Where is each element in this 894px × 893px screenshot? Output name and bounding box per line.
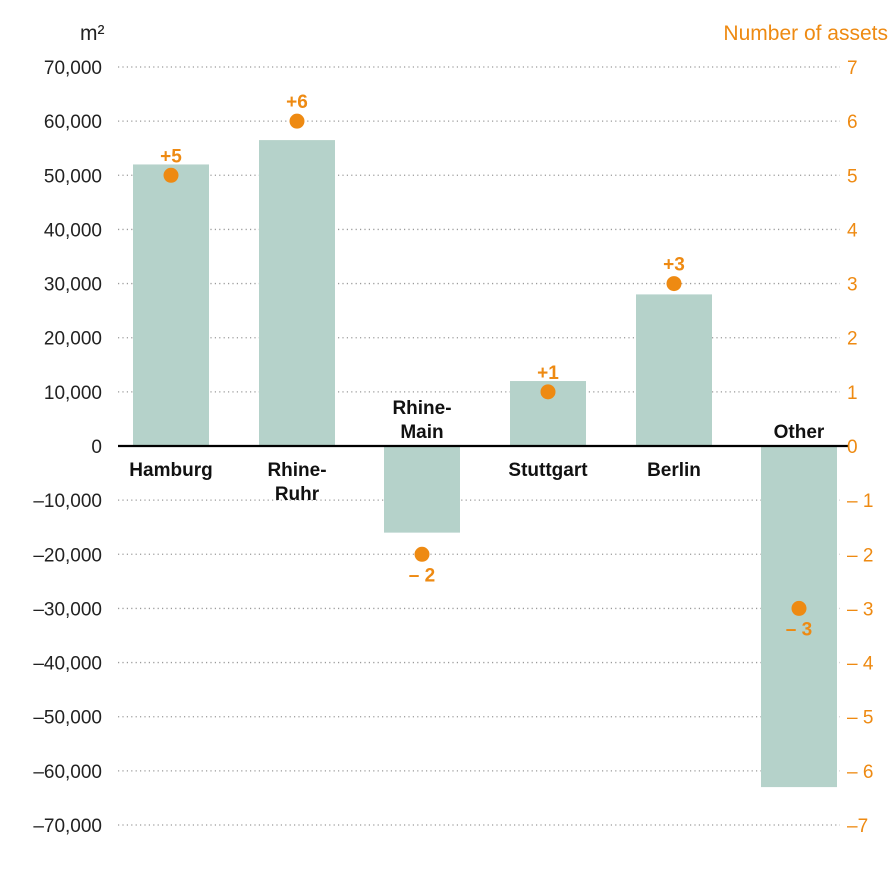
category-label: Hamburg — [129, 460, 212, 481]
left-tick-label: 60,000 — [44, 112, 102, 133]
left-tick-label: –40,000 — [33, 654, 102, 675]
left-tick-label: –60,000 — [33, 762, 102, 783]
left-tick-label: 30,000 — [44, 275, 102, 296]
asset-point — [163, 167, 179, 183]
asset-points: +5 +6 – 2 +1 +3 – 3 — [160, 92, 812, 640]
left-tick-label: 0 — [91, 437, 102, 458]
category-label: Rhine-Ruhr — [267, 460, 326, 505]
bar-rhine-main — [384, 446, 460, 533]
category-labels: Hamburg Rhine-Ruhr Rhine-Main Stuttgart Berl… — [129, 398, 825, 505]
right-tick-label: 6 — [847, 112, 858, 133]
asset-point — [414, 546, 430, 562]
right-tick-label: – 5 — [847, 708, 873, 729]
right-tick-label: 7 — [847, 58, 858, 79]
category-label: Rhine-Main — [392, 398, 451, 443]
bar-rhine-ruhr — [259, 140, 335, 447]
asset-point — [289, 113, 305, 129]
right-tick-label: 1 — [847, 383, 858, 404]
category-label: Berlin — [647, 460, 701, 481]
asset-point-label: +6 — [286, 92, 308, 113]
right-tick-label: – 3 — [847, 599, 873, 620]
right-axis-ticks: 7 6 5 4 3 2 1 0 – 1 – 2 – 3 – 4 – 5 – 6 –7 — [847, 58, 874, 837]
right-tick-label: 0 — [847, 437, 858, 458]
left-tick-label: –70,000 — [33, 816, 102, 837]
asset-point-label: +1 — [537, 363, 559, 384]
asset-point-label: +5 — [160, 146, 182, 167]
category-label: Other — [774, 422, 825, 443]
left-tick-label: 50,000 — [44, 166, 102, 187]
left-axis-ticks: 70,000 60,000 50,000 40,000 30,000 20,000 10,0… — [33, 58, 102, 837]
bar-hamburg — [133, 164, 209, 446]
left-tick-label: –50,000 — [33, 708, 102, 729]
asset-point — [791, 600, 807, 616]
bar-berlin — [636, 294, 712, 446]
right-tick-label: – 1 — [847, 491, 873, 512]
left-tick-label: 70,000 — [44, 58, 102, 79]
y-axis-title-left: m² — [80, 22, 105, 45]
left-tick-label: –30,000 — [33, 599, 102, 620]
left-tick-label: 20,000 — [44, 329, 102, 350]
left-tick-label: –10,000 — [33, 491, 102, 512]
category-label: Stuttgart — [508, 460, 588, 481]
gridlines — [118, 66, 840, 826]
left-tick-label: 10,000 — [44, 383, 102, 404]
asset-point-label: +3 — [663, 255, 685, 276]
bar-other — [761, 446, 837, 788]
right-tick-label: – 4 — [847, 654, 874, 675]
right-tick-label: – 6 — [847, 762, 873, 783]
asset-point-label: – 2 — [409, 565, 435, 586]
asset-point — [666, 276, 682, 292]
right-tick-label: –7 — [847, 816, 868, 837]
right-tick-label: 2 — [847, 329, 858, 350]
right-tick-label: 5 — [847, 166, 858, 187]
y-axis-title-right: Number of assets — [723, 22, 888, 45]
left-tick-label: 40,000 — [44, 220, 102, 241]
asset-point-label: – 3 — [786, 619, 812, 640]
right-tick-label: – 2 — [847, 545, 873, 566]
right-tick-label: 4 — [847, 220, 858, 241]
left-tick-label: –20,000 — [33, 545, 102, 566]
right-tick-label: 3 — [847, 275, 858, 296]
asset-point — [540, 384, 556, 400]
bars — [133, 140, 837, 788]
